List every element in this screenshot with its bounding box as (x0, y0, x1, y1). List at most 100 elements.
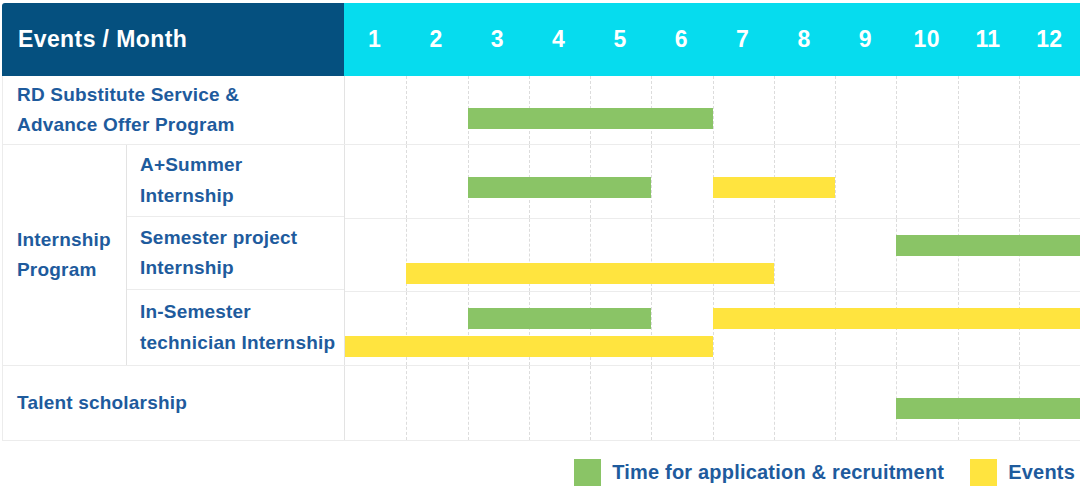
legend-label-application: Time for application & recruitment (612, 461, 944, 484)
month-label-10: 10 (913, 26, 939, 53)
month-cell (529, 366, 590, 440)
month-cell (774, 366, 835, 440)
legend-item-application: Time for application & recruitment (574, 459, 944, 486)
row-label-text: RD Substitute Service &Advance Offer Pro… (17, 80, 239, 141)
header-title: Events / Month (18, 26, 187, 53)
month-cell (345, 366, 406, 440)
label-line: Internship (17, 225, 111, 255)
header-events-month-cell: Events / Month (2, 3, 344, 76)
sublabel-text: In-Semestertechnician Internship (140, 297, 335, 358)
label-line: Internship (140, 181, 242, 211)
label-line: A+Summer (140, 150, 242, 180)
month-cell (406, 76, 467, 144)
row-label-internship-program: InternshipProgram (3, 145, 127, 365)
legend-item-events: Events (970, 459, 1075, 486)
chart-area-in-semester (345, 292, 1080, 365)
month-cell (774, 219, 835, 292)
month-label-11: 11 (975, 26, 1000, 53)
schedule-table: Events / Month 123456789101112 RD Substi… (2, 3, 1080, 441)
events-color-swatch (970, 459, 997, 486)
month-cell (651, 145, 712, 218)
month-label-2: 2 (429, 26, 442, 53)
month-label-8: 8 (797, 26, 810, 53)
month-cell (651, 366, 712, 440)
label-line: RD Substitute Service & (17, 80, 239, 110)
chart-area-rd-substitute (345, 76, 1080, 144)
month-cell (713, 76, 774, 144)
row-group-internship-program: InternshipProgram A+SummerInternship Sem… (3, 145, 1080, 366)
month-cell (896, 145, 957, 218)
month-cell (345, 76, 406, 144)
label-line: Internship (140, 253, 297, 283)
month-cell (1019, 145, 1080, 218)
label-line: Advance Offer Program (17, 110, 239, 140)
row-rd-substitute: RD Substitute Service &Advance Offer Pro… (3, 76, 1080, 145)
month-label-12: 12 (1036, 26, 1062, 53)
table-header-row: Events / Month 123456789101112 (2, 3, 1080, 76)
month-gridlines (345, 76, 1080, 144)
month-label-7: 7 (736, 26, 749, 53)
month-label-1: 1 (368, 26, 381, 53)
subrow-in-semester-label: In-Semestertechnician Internship (127, 290, 344, 365)
application-period-bar (468, 308, 652, 329)
subrow-a-summer-label: A+SummerInternship (127, 145, 344, 217)
month-cell (896, 76, 957, 144)
month-cell (406, 145, 467, 218)
internship-group-charts (345, 145, 1080, 365)
internship-sublabels: A+SummerInternship Semester projectInter… (127, 145, 344, 365)
subrow-semester-project-label: Semester projectInternship (127, 217, 344, 290)
sublabel-text: Semester projectInternship (140, 223, 297, 284)
month-cell (345, 219, 406, 292)
month-label-5: 5 (613, 26, 626, 53)
month-cell (590, 366, 651, 440)
event-period-bar (345, 336, 713, 357)
event-period-bar (406, 263, 774, 284)
application-period-bar (896, 398, 1080, 419)
month-cell (835, 366, 896, 440)
label-line: Talent scholarship (17, 388, 187, 418)
row-label-a-summer-internship: A+SummerInternship (127, 145, 344, 216)
month-cell (406, 366, 467, 440)
month-cell (835, 76, 896, 144)
row-label-talent-scholarship: Talent scholarship (3, 366, 345, 440)
gantt-schedule-chart: Events / Month 123456789101112 RD Substi… (0, 0, 1080, 494)
row-label-in-semester-technician: In-Semestertechnician Internship (127, 290, 344, 365)
event-period-bar (713, 308, 1080, 329)
legend-label-events: Events (1008, 461, 1075, 484)
month-cell (1019, 76, 1080, 144)
month-cell (345, 145, 406, 218)
label-line: technician Internship (140, 328, 335, 358)
label-line: Program (17, 255, 111, 285)
chart-area-a-summer (345, 145, 1080, 219)
application-period-bar (468, 108, 713, 129)
month-cell (835, 219, 896, 292)
month-cell (958, 76, 1019, 144)
table-body: RD Substitute Service &Advance Offer Pro… (2, 76, 1080, 441)
group-label-text: InternshipProgram (17, 225, 111, 286)
event-period-bar (713, 177, 836, 198)
month-header-strip: 123456789101112 (344, 3, 1080, 76)
month-cell (713, 366, 774, 440)
month-cell (835, 145, 896, 218)
month-cell (958, 145, 1019, 218)
application-period-bar (896, 235, 1080, 256)
row-label-text: Talent scholarship (17, 388, 187, 418)
legend: Time for application & recruitment Event… (574, 459, 1075, 486)
sublabel-text: A+SummerInternship (140, 150, 242, 211)
month-label-6: 6 (675, 26, 688, 53)
chart-area-semester-project (345, 219, 1080, 293)
application-color-swatch (574, 459, 601, 486)
row-label-rd-substitute: RD Substitute Service &Advance Offer Pro… (3, 76, 345, 144)
month-cell (774, 76, 835, 144)
month-cell (468, 366, 529, 440)
internship-group-labels: InternshipProgram A+SummerInternship Sem… (3, 145, 345, 365)
application-period-bar (468, 177, 652, 198)
label-line: In-Semester (140, 297, 335, 327)
label-line: Semester project (140, 223, 297, 253)
month-label-9: 9 (859, 26, 872, 53)
month-label-3: 3 (491, 26, 504, 53)
month-label-4: 4 (552, 26, 565, 53)
chart-area-talent-scholarship (345, 366, 1080, 440)
row-label-semester-project-internship: Semester projectInternship (127, 217, 344, 289)
row-talent-scholarship: Talent scholarship (3, 366, 1080, 441)
